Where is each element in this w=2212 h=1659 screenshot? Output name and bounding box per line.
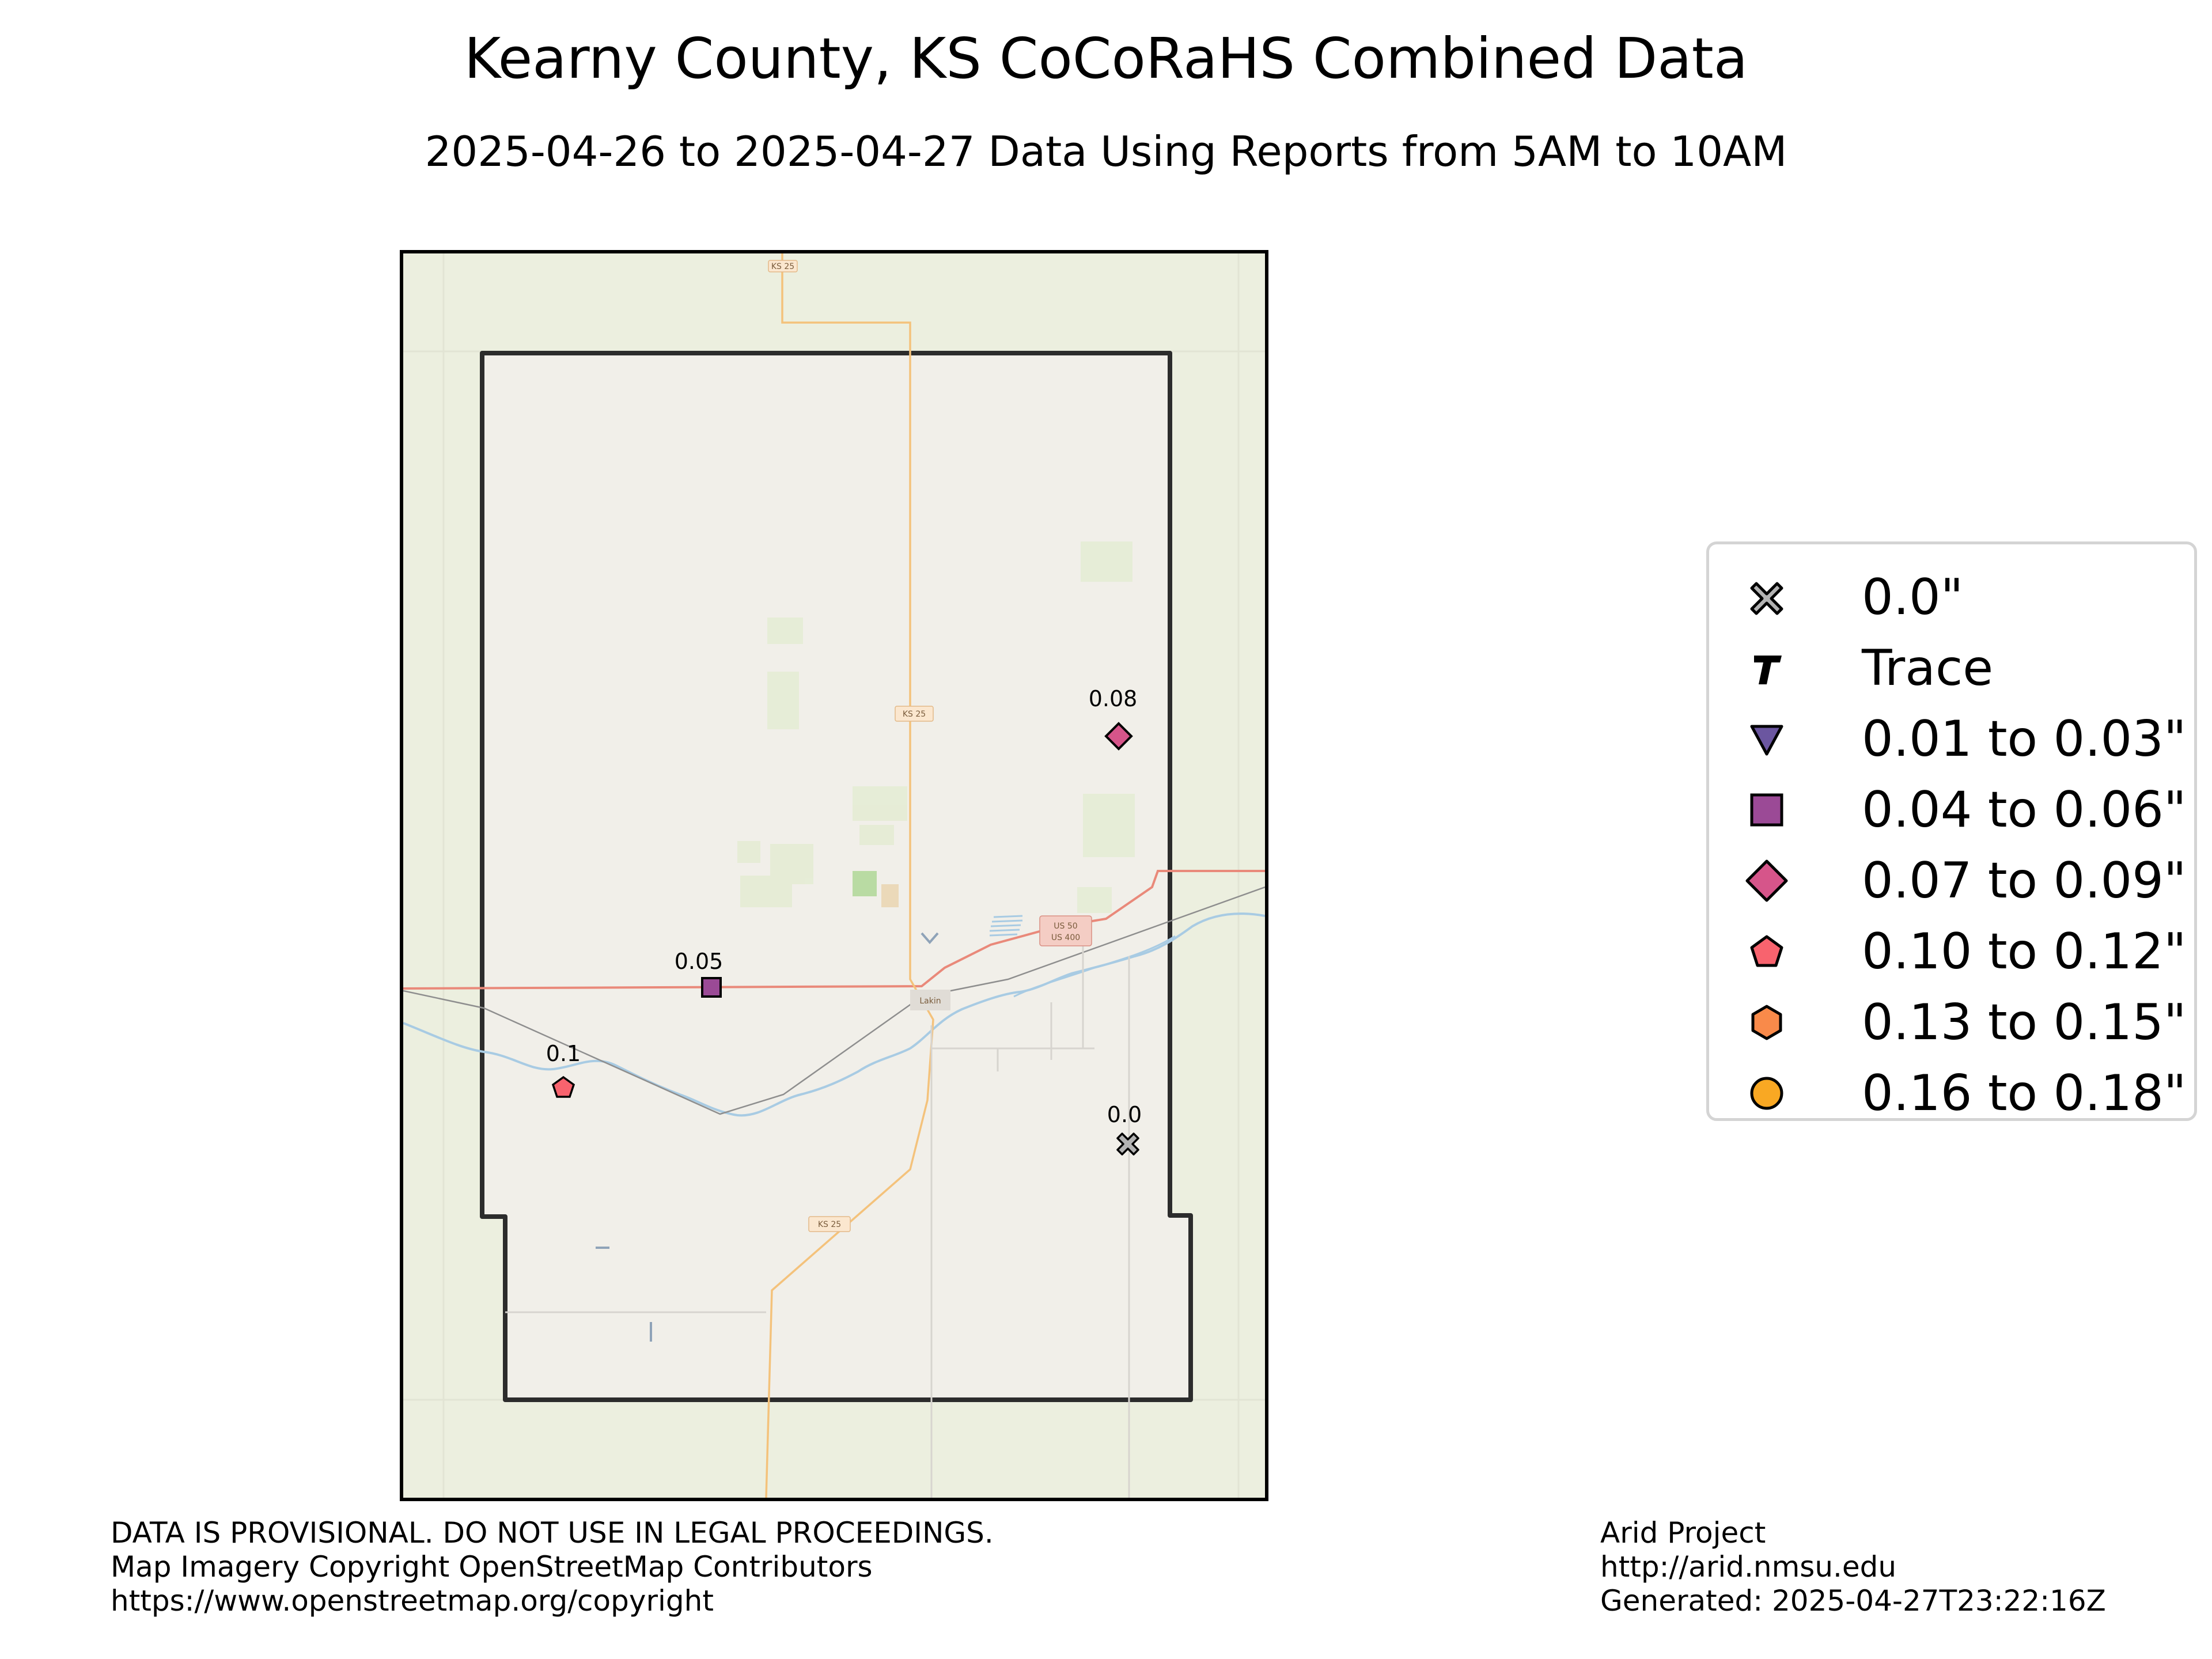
generated-timestamp: Generated: 2025-04-27T23:22:16Z — [1600, 1584, 2106, 1618]
ks-25-highway — [765, 253, 934, 1498]
road-shield-us50: US 50 US 400 — [1039, 915, 1092, 946]
diamond-icon — [1104, 722, 1133, 751]
station-value-label: 0.08 — [1089, 686, 1138, 711]
legend-item-2: 0.01 to 0.03" — [1709, 704, 2193, 774]
minor-roads — [505, 939, 1130, 1498]
map-copyright-text: Map Imagery Copyright OpenStreetMap Cont… — [111, 1550, 873, 1584]
credits-footer: Arid Project http://arid.nmsu.edu Genera… — [1600, 1516, 2106, 1618]
t-letter-icon — [1754, 656, 1782, 684]
x-cross-icon — [1750, 582, 1783, 615]
road-shield-ks25-mid: KS 25 — [895, 706, 934, 722]
circle-icon — [1750, 1077, 1783, 1110]
legend-item-1: Trace — [1709, 634, 2193, 703]
field-patches — [737, 541, 1135, 913]
small-channel — [650, 1322, 652, 1342]
legend-item-4: 0.07 to 0.09" — [1709, 846, 2193, 915]
svg-text:KS 25: KS 25 — [818, 1220, 841, 1229]
map-panel[interactable]: Lakin KS 25 KS 25 KS 25 US 50 US 400 0.0… — [400, 250, 1268, 1501]
square-icon — [701, 977, 722, 998]
svg-text:US 50: US 50 — [1054, 922, 1077, 931]
legend: 0.0" Trace 0.01 to 0.03" 0.04 to 0.06" 0… — [1706, 541, 2197, 1122]
triangle-down-icon — [1750, 725, 1783, 756]
station-value-label: 0.1 — [546, 1041, 581, 1066]
station-value-label: 0.05 — [675, 949, 724, 974]
road-shield-ks25-south: KS 25 — [808, 1216, 851, 1232]
legend-item-3: 0.04 to 0.06" — [1709, 775, 2193, 844]
pentagon-icon — [1750, 935, 1783, 967]
x-cross-icon — [1116, 1132, 1139, 1156]
green-field — [853, 871, 877, 896]
svg-text:US 400: US 400 — [1051, 933, 1080, 942]
ponds — [989, 915, 1023, 937]
town-label: Lakin — [919, 997, 941, 1006]
hexagon-icon — [1751, 1005, 1782, 1040]
copyright-url: https://www.openstreetmap.org/copyright — [111, 1584, 714, 1618]
map-subtitle: 2025-04-26 to 2025-04-27 Data Using Repo… — [425, 127, 1787, 176]
station-marker-2[interactable]: 0.05 — [675, 949, 724, 998]
road-shield-ks25-top: KS 25 — [768, 260, 798, 272]
pentagon-icon — [551, 1075, 575, 1098]
station-marker-4[interactable]: 0.0 — [1107, 1102, 1142, 1156]
svg-text:KS 25: KS 25 — [903, 710, 926, 719]
svg-text:KS 25: KS 25 — [771, 262, 794, 271]
water-feature-icon — [921, 932, 939, 945]
legend-item-0: 0.0" — [1709, 563, 2193, 632]
map-title: Kearny County, KS CoCoRaHS Combined Data — [464, 26, 1748, 91]
disclaimer-text: DATA IS PROVISIONAL. DO NOT USE IN LEGAL… — [111, 1516, 994, 1550]
basemap[interactable]: Lakin KS 25 KS 25 KS 25 US 50 US 400 0.0… — [403, 253, 1265, 1498]
town-area — [910, 990, 950, 1010]
county-boundary — [480, 351, 1193, 1402]
tan-field — [881, 884, 899, 907]
station-value-label: 0.0 — [1107, 1102, 1142, 1127]
legend-item-5: 0.10 to 0.12" — [1709, 917, 2193, 986]
legend-item-7: 0.16 to 0.18" — [1709, 1059, 2193, 1128]
square-icon — [1750, 793, 1783, 827]
station-marker-3[interactable]: 0.1 — [546, 1041, 581, 1098]
railroad — [403, 886, 1265, 1115]
small-pond — [596, 1247, 609, 1249]
project-name: Arid Project — [1600, 1516, 1766, 1550]
project-url: http://arid.nmsu.edu — [1600, 1550, 1897, 1584]
river-branch — [1013, 935, 1176, 998]
legend-item-6: 0.13 to 0.15" — [1709, 988, 2193, 1057]
station-marker-1[interactable]: 0.08 — [1089, 686, 1138, 751]
disclaimer-footer: DATA IS PROVISIONAL. DO NOT USE IN LEGAL… — [111, 1516, 994, 1618]
diamond-icon — [1745, 859, 1788, 902]
